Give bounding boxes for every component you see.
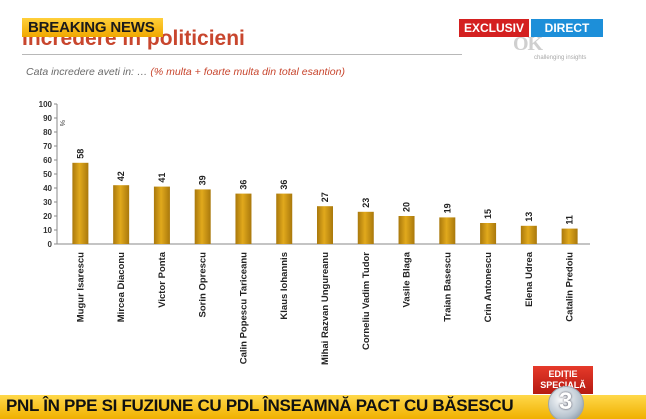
bar-value-label: 36	[279, 180, 289, 190]
bar	[398, 216, 415, 244]
bar	[439, 217, 456, 244]
bar	[153, 186, 170, 244]
bar-value-label: 23	[361, 198, 371, 208]
category-label: Victor Ponta	[157, 251, 168, 307]
category-label: Mircea Diaconu	[116, 252, 127, 322]
bar	[235, 193, 252, 244]
bar-value-label: 13	[524, 212, 534, 222]
category-label: Calin Popescu Tariceanu	[238, 252, 249, 364]
bar	[72, 162, 89, 244]
edition-line-1: EDIȚIE	[548, 369, 578, 379]
bar	[113, 185, 130, 244]
bar-value-label: 27	[320, 192, 330, 202]
y-tick-label: 10	[43, 226, 52, 235]
subtitle-base-note: (% multa + foarte multa din total esanti…	[150, 66, 345, 78]
y-tick-label: 30	[43, 198, 52, 207]
bar-value-label: 58	[75, 149, 85, 159]
category-label: Mihai Razvan Ungureanu	[320, 252, 331, 365]
bar	[561, 228, 578, 244]
bar-value-label: 42	[116, 171, 126, 181]
channel-logo-icon: 3	[548, 386, 584, 419]
subtitle-question: Cata incredere aveti in: …	[26, 66, 148, 78]
bar-chart: 0 10 20 30 40 50 60 70 80 90 100% 58 Mugur Isarescu 4…	[39, 100, 590, 365]
bar	[480, 223, 497, 244]
edition-line-2: SPECIALĂ	[540, 380, 586, 390]
pollster-logo: OK	[513, 33, 543, 55]
breaking-news-badge: BREAKING NEWS	[22, 18, 163, 37]
channel-number: 3	[559, 388, 573, 415]
bar-value-label: 19	[442, 203, 452, 213]
y-tick-label: 80	[43, 128, 52, 137]
category-label: Catalin Predoiu	[565, 252, 576, 322]
chart-subtitle: Cata incredere aveti in: … (% multa + fo…	[26, 66, 345, 78]
bar-value-label: 39	[198, 175, 208, 185]
category-label: Klaus Iohannis	[279, 252, 290, 320]
bar-value-label: 15	[483, 209, 493, 219]
exclusive-badge: EXCLUSIV	[459, 19, 530, 37]
bar-value-label: 41	[157, 173, 167, 183]
category-label: Mugur Isarescu	[75, 252, 86, 322]
title-divider	[22, 54, 462, 55]
y-tick-label: 60	[43, 156, 52, 165]
live-badge: DIRECT	[531, 19, 603, 37]
y-tick-label: 0	[48, 240, 53, 249]
bar	[520, 225, 537, 244]
y-axis-unit-label: %	[58, 120, 65, 126]
y-tick-label: 40	[43, 184, 52, 193]
bar	[357, 211, 374, 244]
y-tick-label: 50	[43, 170, 52, 179]
category-label: Elena Udrea	[524, 251, 535, 307]
bar	[317, 206, 333, 244]
ticker-headline: PNL ÎN PPE SI FUZIUNE CU PDL ÎNSEAMNĂ PA…	[6, 396, 514, 415]
y-tick-label: 100	[39, 100, 53, 109]
bar-value-label: 11	[565, 215, 575, 225]
category-label: Crin Antonescu	[483, 252, 494, 323]
bar-value-label: 20	[402, 202, 412, 212]
bar-value-label: 36	[238, 180, 248, 190]
y-tick-label: 20	[43, 212, 52, 221]
category-label: Sorin Oprescu	[198, 252, 209, 318]
y-tick-label: 70	[43, 142, 52, 151]
category-label: Corneliu Vadim Tudor	[361, 252, 372, 350]
bar	[194, 189, 211, 244]
bar	[276, 193, 293, 244]
category-label: Vasile Blaga	[402, 251, 413, 307]
pollster-tagline: challenging insights	[534, 55, 587, 61]
y-tick-label: 90	[43, 114, 52, 123]
category-label: Traian Basescu	[442, 252, 453, 322]
presentation-slide: Incredere in politicieni Cata incredere …	[0, 0, 646, 395]
news-ticker: PNL ÎN PPE SI FUZIUNE CU PDL ÎNSEAMNĂ PA…	[0, 395, 646, 419]
